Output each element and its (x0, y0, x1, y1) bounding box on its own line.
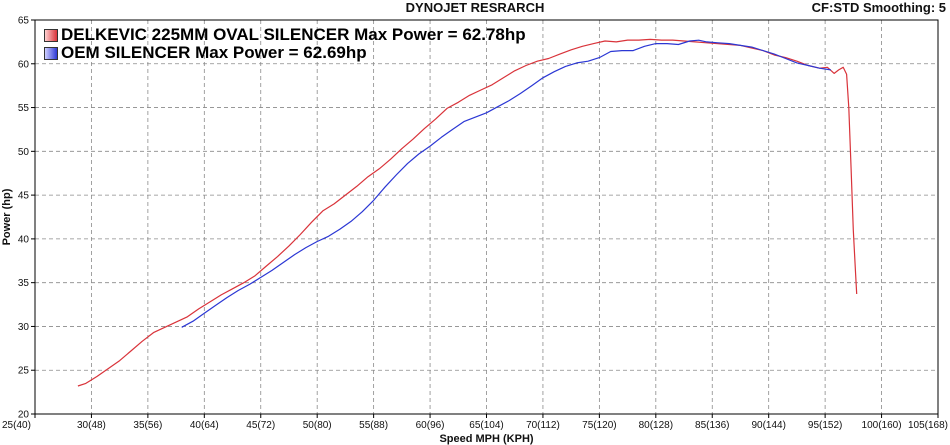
dyno-settings-info: CF:STD Smoothing: 5 (811, 0, 946, 15)
x-tick-label: 25(40) (2, 420, 31, 431)
x-tick-label: 35(56) (133, 420, 162, 431)
chart-header-title: DYNOJET RESRARCH (405, 0, 545, 15)
chart-grid (34, 19, 939, 415)
y-axis-title: Power (hp) (1, 188, 13, 245)
x-tick-label: 95(152) (808, 420, 842, 431)
x-axis-title: Speed MPH (KPH) (439, 433, 533, 445)
x-tick-label: 90(144) (751, 420, 785, 431)
y-tick-label: 55 (18, 103, 30, 114)
y-tick-label: 45 (18, 191, 30, 202)
legend-label-oem: OEM SILENCER Max Power = 62.69hp (61, 43, 367, 62)
legend-label-delkevic: DELKEVIC 225MM OVAL SILENCER Max Power =… (61, 25, 526, 44)
series-lines (77, 38, 858, 387)
y-tick-label: 65 (18, 16, 30, 27)
legend-item-oem: OEM SILENCER Max Power = 62.69hp (44, 43, 526, 62)
legend-swatch-oem (44, 46, 58, 60)
x-axis-ticks: 25(40) 30(48) 35(56) 40(64) 45(72) 50(80) 55(8… (2, 414, 948, 431)
legend-item-delkevic: DELKEVIC 225MM OVAL SILENCER Max Power =… (44, 25, 526, 44)
x-tick-label: 30(48) (77, 420, 106, 431)
x-tick-label: 60(96) (416, 420, 445, 431)
x-tick-label: 50(80) (303, 420, 332, 431)
x-tick-label: 45(72) (246, 420, 275, 431)
y-axis-ticks: 20 25 30 35 40 45 50 55 60 65 (18, 16, 35, 421)
x-tick-label: 65(104) (469, 420, 503, 431)
x-tick-label: 55(88) (359, 420, 388, 431)
y-tick-label: 60 (18, 59, 30, 70)
x-tick-label: 70(112) (526, 420, 560, 431)
legend-swatch-delkevic (44, 28, 58, 42)
x-tick-label: 80(128) (639, 420, 673, 431)
y-tick-label: 20 (18, 410, 30, 421)
series-line-oem (181, 39, 831, 328)
y-tick-label: 50 (18, 147, 30, 158)
y-tick-label: 40 (18, 234, 30, 245)
series-line-delkevic (77, 38, 858, 387)
x-tick-label: 85(136) (695, 420, 729, 431)
x-tick-label: 105(168) (908, 420, 948, 431)
y-tick-label: 35 (18, 278, 30, 289)
x-tick-label: 100(160) (862, 420, 902, 431)
y-tick-label: 25 (18, 366, 30, 377)
x-tick-label: 40(64) (190, 420, 219, 431)
chart-legend: DELKEVIC 225MM OVAL SILENCER Max Power =… (44, 25, 526, 62)
x-tick-label: 75(120) (582, 420, 616, 431)
y-tick-label: 30 (18, 322, 30, 333)
